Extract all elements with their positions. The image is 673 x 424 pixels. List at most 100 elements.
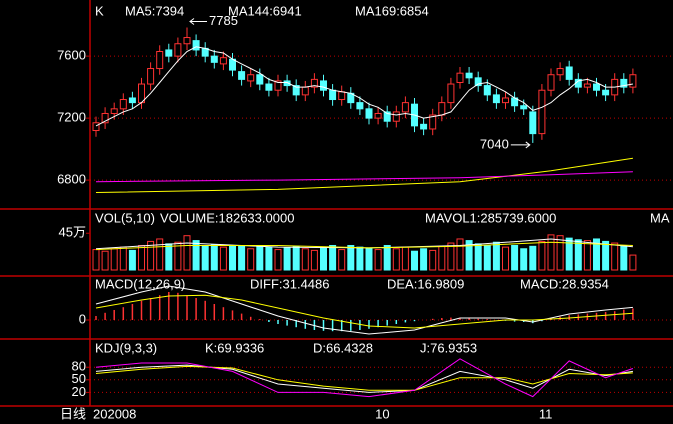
- panel-title: K: [95, 3, 104, 18]
- low-annotation: 7040: [480, 136, 509, 151]
- candle-body: [274, 80, 282, 91]
- volume-bar: [320, 246, 327, 271]
- volume-bar: [429, 249, 437, 271]
- volume-bar: [492, 241, 500, 271]
- candle-body: [356, 102, 364, 110]
- volume-bar: [119, 246, 127, 271]
- candle-body: [301, 86, 309, 96]
- volume-bar: [156, 238, 164, 271]
- volume-bar: [502, 246, 509, 271]
- volume-bar: [192, 240, 200, 271]
- volume-bar: [292, 245, 300, 271]
- volume-bar: [565, 237, 573, 271]
- candle-body: [420, 123, 428, 130]
- volume-bar: [511, 244, 519, 271]
- candle-body: [520, 105, 528, 110]
- candle-body: [92, 122, 100, 132]
- legend-entry: J:76.9353: [420, 340, 477, 355]
- candle-body: [429, 114, 437, 130]
- volume-bar: [420, 248, 428, 271]
- volume-bar: [101, 250, 109, 271]
- legend-entry: MA144:6941: [228, 3, 302, 18]
- x-tick-label: 10: [375, 406, 389, 421]
- volume-bar: [110, 248, 118, 271]
- candle-body: [538, 89, 546, 135]
- candle-body: [392, 111, 400, 122]
- volume-bar: [147, 240, 155, 271]
- candle-body: [565, 66, 573, 80]
- candle-body: [629, 74, 637, 88]
- candle-body: [465, 72, 473, 79]
- volume-bar: [310, 249, 318, 271]
- candle-body: [292, 85, 300, 96]
- candle-body: [338, 91, 346, 101]
- volume-bar: [365, 247, 373, 271]
- candle-body: [556, 68, 564, 76]
- volume-bar: [538, 240, 546, 271]
- panel-title: MACD(12,26,9): [95, 276, 185, 291]
- candle-body: [156, 50, 164, 70]
- candle-body: [192, 40, 200, 51]
- volume-bar: [165, 243, 173, 271]
- legend-entry: MACD:28.9354: [520, 276, 609, 291]
- y-tick-label: 45万: [59, 225, 86, 240]
- candle-body: [265, 83, 273, 91]
- volume-bar: [383, 244, 391, 271]
- y-tick-label: 80: [72, 359, 86, 374]
- candle-body: [119, 99, 127, 110]
- candle-body: [238, 71, 246, 80]
- line-series: [95, 157, 633, 193]
- candle-body: [329, 89, 337, 101]
- volume-bar: [238, 244, 246, 271]
- y-tick-label: 50: [72, 371, 86, 386]
- volume-bar: [338, 249, 346, 271]
- candle-body: [183, 37, 191, 45]
- legend-entry: K:69.9336: [205, 340, 264, 355]
- candle-body: [483, 85, 491, 96]
- line-series: [95, 171, 633, 183]
- volume-bar: [593, 238, 600, 271]
- candle-body: [128, 97, 136, 104]
- volume-bar: [128, 249, 136, 271]
- candle-body: [229, 58, 236, 71]
- period-label: 日线: [60, 406, 86, 421]
- x-tick-label: 202008: [93, 406, 136, 421]
- volume-bar: [529, 245, 537, 271]
- line-series: [95, 294, 633, 329]
- volume-bar: [629, 254, 637, 271]
- volume-bar: [219, 246, 227, 271]
- candle-body: [174, 43, 182, 57]
- legend-entry: MA169:6854: [355, 3, 429, 18]
- legend-entry: VOLUME:182633.0000: [160, 210, 294, 225]
- candle-body: [456, 72, 464, 83]
- volume-bar: [456, 238, 464, 271]
- volume-bar: [611, 242, 619, 271]
- volume-bar: [256, 244, 264, 271]
- volume-bar: [620, 244, 628, 271]
- high-annotation: 7785: [209, 13, 238, 28]
- legend-entry: MA5:7394: [125, 3, 184, 18]
- candle-body: [602, 89, 610, 96]
- candle-body: [438, 102, 446, 116]
- y-tick-label: 7600: [57, 48, 86, 63]
- candle-body: [283, 80, 291, 87]
- volume-bar: [356, 246, 364, 271]
- line-series: [95, 46, 633, 127]
- candle-body: [165, 49, 173, 57]
- volume-bar: [183, 235, 191, 271]
- candle-body: [101, 112, 109, 124]
- line-series: [95, 285, 633, 335]
- volume-bar: [411, 250, 418, 271]
- candle-body: [583, 83, 591, 88]
- y-tick-label: 0: [79, 311, 86, 326]
- candle-body: [474, 77, 482, 87]
- x-tick-label: 11: [539, 406, 553, 421]
- volume-bar: [602, 240, 610, 271]
- candle-body: [110, 108, 118, 114]
- volume-bar: [174, 241, 182, 271]
- line-series: [95, 364, 633, 393]
- volume-bar: [483, 244, 491, 271]
- legend-entry: MA: [650, 210, 670, 225]
- volume-bar: [438, 245, 446, 271]
